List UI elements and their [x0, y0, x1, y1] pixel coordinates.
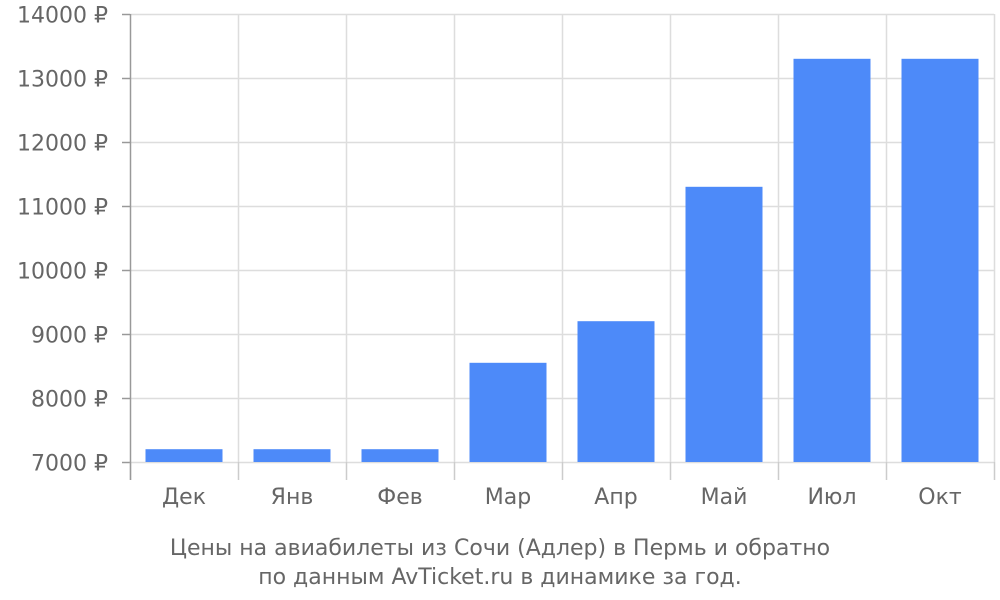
x-tick-label: Май — [701, 485, 748, 510]
y-tick-label: 14000 ₽ — [17, 4, 108, 29]
y-tick-label: 11000 ₽ — [17, 196, 108, 221]
x-tick-label: Фев — [377, 485, 422, 510]
bar-6 — [685, 186, 763, 463]
y-tick-label: 12000 ₽ — [17, 132, 108, 157]
x-tick-label: Янв — [271, 485, 314, 510]
bar-4 — [469, 362, 547, 462]
bar-5 — [577, 321, 655, 462]
x-tick-label: Мар — [485, 485, 531, 510]
bars-layer — [145, 58, 979, 463]
y-tick-label: 13000 ₽ — [17, 68, 108, 93]
chart-title-line-1: Цены на авиабилеты из Сочи (Адлер) в Пер… — [169, 536, 831, 561]
x-tick-label: Июл — [807, 485, 856, 510]
y-tick-label: 7000 ₽ — [31, 452, 108, 477]
bar-7 — [793, 58, 871, 463]
labels-layer: 7000 ₽ 8000 ₽ 9000 ₽ 10000 ₽ 11000 ₽ 12000 ₽ 1… — [17, 4, 962, 511]
axis-layer — [122, 13, 996, 480]
y-tick-label: 8000 ₽ — [31, 388, 108, 413]
chart-title-line-2: по данным AvTicket.ru в динамике за год. — [258, 565, 742, 590]
x-tick-label: Окт — [918, 485, 962, 510]
bar-1 — [145, 449, 223, 462]
bar-8 — [901, 58, 979, 463]
y-tick-label: 9000 ₽ — [31, 324, 108, 349]
grid-layer — [130, 13, 996, 464]
bar-3 — [361, 449, 439, 462]
y-tick-label: 10000 ₽ — [17, 260, 108, 285]
x-tick-label: Апр — [594, 485, 637, 510]
x-tick-label: Дек — [162, 485, 206, 510]
bar-2 — [253, 449, 331, 462]
